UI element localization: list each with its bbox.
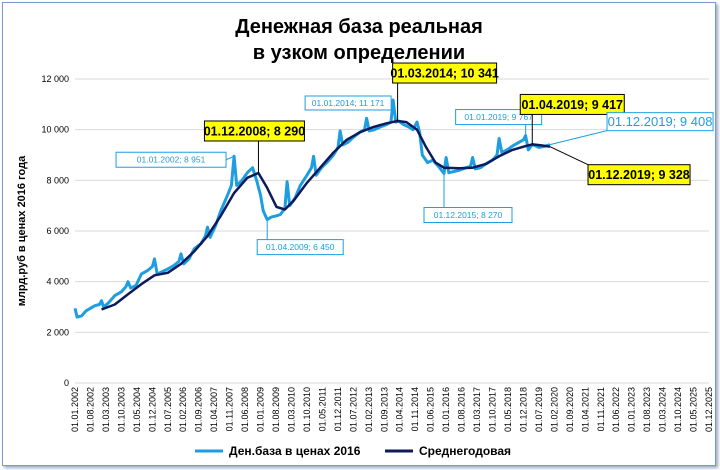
annotation-label: 01.12.2019; 9 328	[588, 168, 690, 182]
y-axis-ticks: 0 2 000 4 000 6 000 8 000 10 000 12 000	[41, 74, 69, 388]
annotation-box	[115, 151, 227, 168]
x-tick-label: 01.05.2018	[503, 387, 513, 432]
annotation-label: 01.12.2019; 9 408	[608, 114, 713, 129]
x-axis-ticks: 01.01.2002 01.08.2002 01.03.2003 01.10.2003…	[70, 387, 714, 432]
annotation-box	[304, 95, 392, 111]
annotation-box	[519, 93, 625, 115]
x-tick-label: 01.07.2019	[534, 387, 544, 432]
x-tick-label: 01.05.2025	[689, 387, 699, 432]
annotation-leader	[549, 130, 608, 146]
annotation-label: 01.12.2015; 8 270	[434, 210, 503, 220]
annotation-label: 01.01.2019; 9 767	[464, 112, 533, 122]
annotation-label: 01.12.2008; 8 290	[204, 124, 306, 138]
x-tick-label: 01.03.2017	[472, 387, 482, 432]
x-tick-label: 01.08.2016	[457, 387, 467, 432]
x-tick-label: 01.03.2010	[286, 387, 296, 432]
annotation-label: 01.04.2009; 6 450	[266, 242, 335, 252]
y-tick-label: 12 000	[41, 74, 69, 84]
x-tick-label: 01.05.2011	[317, 387, 327, 431]
annotation-box	[587, 164, 691, 186]
x-tick-label: 01.09.2013	[379, 387, 389, 432]
chart-svg: Денежная база реальная в узком определен…	[16, 16, 714, 458]
x-tick-label: 01.02.2013	[364, 387, 374, 432]
x-tick-label: 01.01.2009	[256, 387, 266, 432]
annotation-box	[392, 62, 498, 84]
x-tick-label: 01.08.2002	[85, 387, 95, 432]
legend-label: Ден.база в ценах 2016	[229, 444, 361, 458]
y-axis-label: млрд.руб в ценах 2016 года	[16, 155, 28, 306]
x-tick-label: 01.07.2005	[163, 387, 173, 432]
x-tick-label: 01.07.2012	[348, 387, 358, 432]
x-tick-label: 01.10.2003	[116, 387, 126, 432]
x-tick-label: 01.04.2021	[580, 387, 590, 432]
annotation-leader	[225, 155, 235, 161]
x-tick-label: 01.04.2014	[395, 387, 405, 432]
annotation-label: 01.01.2014; 11 171	[312, 98, 385, 108]
y-tick-label: 2 000	[46, 327, 69, 337]
x-tick-label: 01.11.2014	[410, 387, 420, 431]
x-tick-label: 01.03.2003	[101, 387, 111, 432]
annotation-box	[256, 239, 344, 256]
annotation-label: 01.03.2014; 10 341	[390, 67, 498, 81]
x-tick-label: 01.10.2010	[302, 387, 312, 432]
annotation-leader	[549, 146, 589, 166]
y-tick-label: 6 000	[46, 226, 69, 236]
x-tick-label: 01.04.2007	[209, 387, 219, 432]
x-tick-label: 01.01.2023	[627, 387, 637, 432]
x-tick-label: 01.06.2008	[240, 387, 250, 432]
x-tick-label: 01.12.2018	[518, 387, 528, 432]
x-tick-label: 01.01.2016	[441, 387, 451, 432]
y-tick-label: 10 000	[41, 125, 69, 135]
x-tick-label: 01.11.2007	[225, 387, 235, 431]
annotation-box	[423, 206, 513, 223]
x-tick-label: 01.12.2011	[333, 387, 343, 431]
x-tick-label: 01.06.2015	[426, 387, 436, 432]
chart-title-line2: в узком определении	[253, 42, 465, 64]
x-tick-label: 01.08.2009	[271, 387, 281, 432]
y-tick-label: 8 000	[46, 175, 69, 185]
y-tick-label: 0	[64, 378, 69, 388]
series-line-average	[101, 119, 551, 311]
x-tick-label: 01.12.2004	[147, 387, 157, 432]
legend: Ден.база в ценах 2016 Среднегодовая	[195, 444, 511, 458]
annotation-label: 01.01.2002; 8 951	[137, 155, 206, 165]
x-tick-label: 01.03.2024	[658, 387, 668, 432]
chart-title-line1: Денежная база реальная	[235, 16, 483, 38]
x-tick-label: 01.09.2020	[565, 387, 575, 432]
annotations: 01.01.2002; 8 951 01.12.2008; 8 290 01.04.…	[115, 62, 714, 256]
annotation-box	[203, 120, 305, 142]
x-tick-label: 01.02.2006	[178, 387, 188, 432]
grid-lines	[75, 78, 709, 384]
x-tick-label: 01.01.2002	[70, 387, 80, 432]
legend-label: Среднегодовая	[419, 444, 511, 458]
x-tick-label: 01.06.2022	[611, 387, 621, 432]
y-tick-label: 4 000	[46, 277, 69, 287]
x-tick-label: 01.12.2025	[704, 387, 714, 432]
series-lines	[73, 98, 551, 319]
x-tick-label: 01.09.2006	[194, 387, 204, 432]
x-tick-label: 01.02.2020	[549, 387, 559, 432]
annotation-box	[606, 112, 714, 132]
x-tick-label: 01.10.2024	[673, 387, 683, 432]
x-tick-label: 01.11.2021	[596, 387, 606, 431]
annotation-label: 01.04.2019; 9 417	[522, 98, 624, 112]
x-tick-label: 01.08.2023	[642, 387, 652, 432]
chart-frame: Денежная база реальная в узком определен…	[2, 2, 716, 466]
x-tick-label: 01.05.2004	[132, 387, 142, 432]
x-tick-label: 01.10.2017	[488, 387, 498, 432]
